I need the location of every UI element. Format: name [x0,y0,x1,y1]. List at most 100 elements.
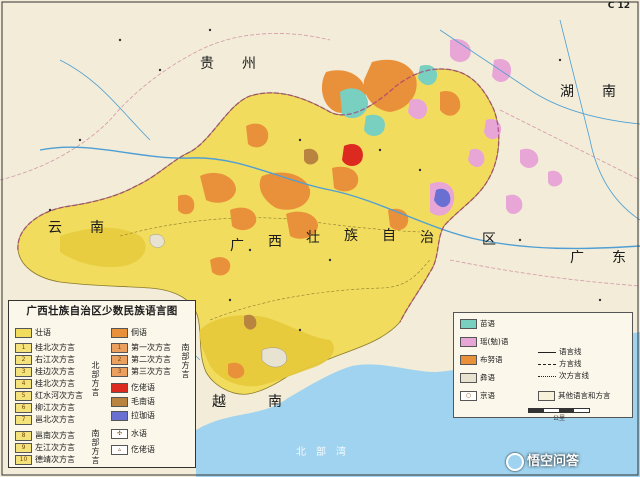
label-guangxi-4: 族 [344,228,358,244]
yao-area [468,148,485,168]
legend-north-label: 桂北次方言 [35,343,75,352]
legend-north-label: 柳江次方言 [35,403,75,412]
river [439,29,640,125]
label-guangxi-1: 广 [230,238,244,254]
legend-line-dialect: 方言线 [538,359,582,369]
legend-dong-sub-label: 第二次方言 [131,355,171,364]
miao-area [364,114,385,136]
legend-north-label: 红水河次方言 [35,391,83,400]
legend-north-4: 4 桂北次方言 [15,379,75,389]
swatch-zhuang [15,328,32,338]
legend-north-1: 1 桂北次方言 [15,343,75,353]
orange-area [210,257,231,276]
legend-dong: 侗语 [111,328,147,338]
label-vietnam: 越 南 [212,394,282,410]
legend-dong-sub-label: 第三次方言 [131,367,171,376]
legend-dong-3: 3 第三次方言 [111,367,171,377]
label-guangxi-2: 西 [268,234,282,250]
label-guizhou: 贵 州 [200,56,256,72]
yao-area [408,98,428,120]
legend-north-label: 右江次方言 [35,355,75,364]
legend-north-2: 2 右江次方言 [15,355,75,365]
legend-lajia-label: 拉珈语 [131,411,155,420]
legend-dong-label: 侗语 [131,328,147,337]
legend-jing: ○ 京语 [460,391,495,401]
brown-area [304,148,319,165]
dialect-line [209,259,431,321]
legend-dong-sub-label: 第一次方言 [131,343,171,352]
orange-area [246,123,269,148]
legend-north-6: 6 柳江次方言 [15,403,75,413]
legend-gelao-label: 仡佬语 [131,383,155,392]
legend-south-label: 左江次方言 [35,443,75,452]
legend-other: 其他语言和方言 [538,391,611,401]
legend-bunu: 布努语 [460,355,503,365]
legend-yao-label: 瑶(勉)语 [480,337,509,346]
legend-south-2: 9 左江次方言 [15,443,75,453]
border-line [499,109,640,181]
legend-title: 广西壮族自治区少数民族语言图 [26,305,178,317]
brown-area [244,314,257,330]
scale-bar: 公里 [528,408,590,422]
orange-area [363,59,417,112]
legend-north-3: 3 桂边次方言 [15,367,75,377]
yao-area [492,58,512,82]
legend-line-label: 次方言线 [559,371,589,380]
orange-area [332,166,359,192]
legend-shui-label: 水语 [131,429,147,438]
watermark-text: 悟空问答 [527,454,580,469]
legend-zhuang: 壮语 [15,328,51,338]
legend-line-label: 语言线 [559,347,582,356]
legend-south-group: 南部方言 [91,429,100,465]
legend-yi: 彝语 [460,373,495,383]
legend-south-1: 8 邕南次方言 [15,431,75,441]
legend-gelao: 仡佬语 [111,383,155,393]
red-area [342,143,363,166]
legend-maonan-label: 毛南语 [131,397,155,406]
page-code: C 12 [607,1,630,11]
other-area [261,347,287,368]
label-beibuwan: 北 部 湾 [296,447,346,458]
city-dots [48,28,602,332]
border-line [449,259,640,287]
legend-maonan: 毛南语 [111,397,155,407]
legend-north-label: 邕北次方言 [35,415,75,424]
legend-jing-label: 京语 [480,391,495,400]
river [59,59,151,141]
orange-area [440,90,461,116]
other-area [149,234,165,248]
watermark-logo-icon [506,452,524,471]
legend-other-label: 其他语言和方言 [558,391,611,400]
label-guangxi-3: 壮 [306,230,320,246]
legend-lajia: 拉珈语 [111,411,155,421]
legend-south-label: 邕南次方言 [35,431,75,440]
legend-yao: 瑶(勉)语 [460,337,508,347]
legend-yi-other-label: 仡佬语 [131,445,155,454]
legend-line-label: 方言线 [559,359,582,368]
legend-miao-label: 苗语 [480,319,495,328]
legend-north-label: 桂北次方言 [35,379,75,388]
legend-line-subdialect: 次方言线 [538,371,589,381]
yao-area [450,38,471,62]
river [559,19,640,221]
scale-bar-graphic [528,408,590,413]
legend-zhuang-label: 壮语 [35,328,51,337]
legend-south-3: 10 德靖次方言 [15,455,75,465]
orange-area [200,172,236,203]
yao-area [520,148,539,168]
label-guangxi-6: 治 [420,230,434,246]
legend-north-group: 北部方言 [91,361,100,397]
legend-north-5: 5 红水河次方言 [15,391,83,401]
river [39,146,640,250]
legend-yi-label: 彝语 [480,373,495,382]
legend-secondary: 苗语 瑶(勉)语 布努语 彝语 ○ 京语 语言线 方言线 次方言线 其他语言和方言 [453,312,633,418]
blue-area [434,188,451,208]
border-line [0,33,331,181]
west-zhuang-area [60,227,146,268]
legend-north-7: 7 邕北次方言 [15,415,75,425]
legend-shui: ✣ 水语 [111,429,147,439]
legend-south-label: 德靖次方言 [35,455,75,464]
provincial-border [17,68,500,323]
